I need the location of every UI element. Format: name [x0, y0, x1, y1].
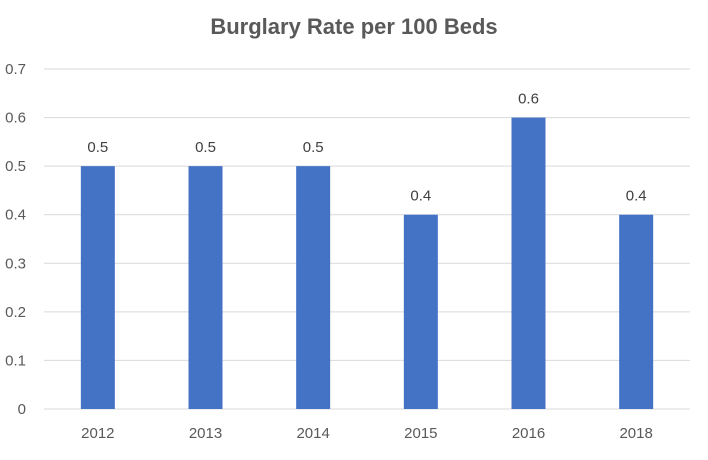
bar — [80, 166, 115, 409]
y-tick-label: 0.2 — [5, 304, 26, 321]
data-label: 0.4 — [626, 188, 647, 205]
data-label: 0.5 — [303, 139, 324, 156]
data-label: 0.5 — [87, 139, 108, 156]
bar — [403, 214, 438, 409]
x-tick-label: 2013 — [189, 425, 222, 442]
chart-title: Burglary Rate per 100 Beds — [210, 14, 498, 39]
data-label: 0.5 — [195, 139, 216, 156]
x-tick-label: 2015 — [404, 425, 437, 442]
y-tick-label: 0.5 — [5, 158, 26, 175]
y-tick-label: 0.3 — [5, 255, 26, 272]
y-tick-label: 0.4 — [5, 207, 26, 224]
x-tick-label: 2014 — [296, 425, 329, 442]
data-label: 0.4 — [410, 188, 431, 205]
x-tick-label: 2018 — [619, 425, 652, 442]
x-tick-label: 2016 — [512, 425, 545, 442]
bar — [296, 166, 331, 409]
data-label: 0.6 — [518, 91, 539, 108]
y-tick-label: 0 — [18, 401, 26, 418]
y-tick-label: 0.6 — [5, 110, 26, 127]
y-tick-label: 0.7 — [5, 61, 26, 78]
bar — [188, 166, 223, 409]
y-tick-label: 0.1 — [5, 352, 26, 369]
bar — [511, 117, 546, 410]
x-tick-label: 2012 — [81, 425, 114, 442]
bar — [619, 214, 654, 409]
